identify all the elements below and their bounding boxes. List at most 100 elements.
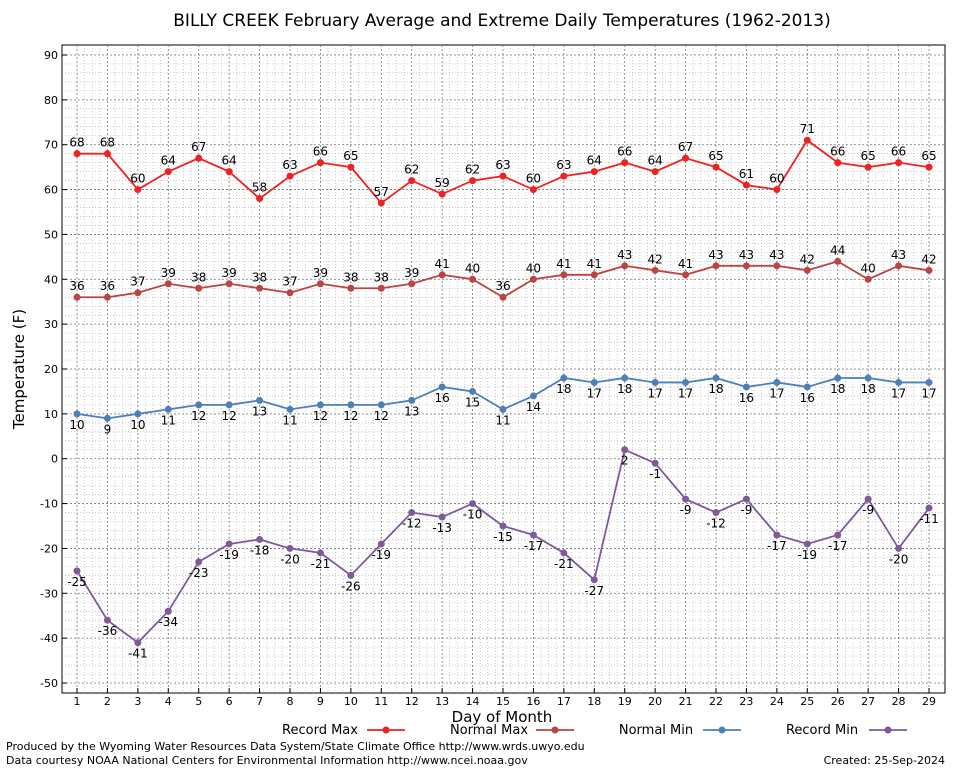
data-label: -1 bbox=[649, 467, 661, 481]
data-label: -23 bbox=[189, 566, 209, 580]
data-label: -9 bbox=[680, 503, 692, 517]
data-label: 63 bbox=[495, 158, 510, 172]
data-label: 65 bbox=[921, 149, 936, 163]
data-point bbox=[803, 136, 811, 144]
data-label: -19 bbox=[797, 548, 817, 562]
legend-swatch-marker bbox=[551, 726, 559, 734]
data-label: 41 bbox=[678, 257, 693, 271]
data-label: 63 bbox=[556, 158, 571, 172]
data-label: 65 bbox=[343, 149, 358, 163]
data-label: 44 bbox=[830, 243, 845, 257]
x-tick-label: 9 bbox=[317, 695, 324, 708]
data-label: 16 bbox=[435, 391, 450, 405]
data-label: 43 bbox=[769, 248, 784, 262]
data-point bbox=[408, 509, 416, 517]
data-label: 38 bbox=[252, 270, 267, 284]
data-point bbox=[560, 549, 568, 557]
x-tick-label: 13 bbox=[435, 695, 449, 708]
data-point bbox=[438, 190, 446, 198]
data-point bbox=[103, 616, 111, 624]
data-point bbox=[529, 275, 537, 283]
data-point bbox=[773, 262, 781, 270]
x-tick-label: 21 bbox=[679, 695, 693, 708]
data-label: 2 bbox=[621, 454, 629, 468]
data-label: -21 bbox=[311, 557, 331, 571]
data-point bbox=[73, 150, 81, 158]
data-label: 38 bbox=[191, 270, 206, 284]
data-point bbox=[286, 172, 294, 180]
data-label: 17 bbox=[587, 386, 602, 400]
x-tick-label: 16 bbox=[526, 695, 540, 708]
x-tick-label: 3 bbox=[134, 695, 141, 708]
data-label: 57 bbox=[374, 185, 389, 199]
y-tick-label: 90 bbox=[44, 49, 58, 62]
data-label: 67 bbox=[191, 140, 206, 154]
y-tick-label: 0 bbox=[51, 453, 58, 466]
data-point bbox=[164, 168, 172, 176]
data-point bbox=[438, 383, 446, 391]
data-point bbox=[895, 544, 903, 552]
data-point bbox=[864, 163, 872, 171]
x-tick-label: 11 bbox=[374, 695, 388, 708]
data-point bbox=[256, 195, 264, 203]
x-tick-label: 2 bbox=[104, 695, 111, 708]
data-point bbox=[925, 266, 933, 274]
data-label: 18 bbox=[830, 382, 845, 396]
data-point bbox=[925, 163, 933, 171]
data-point bbox=[590, 271, 598, 279]
data-point bbox=[469, 500, 477, 508]
x-tick-label: 4 bbox=[165, 695, 172, 708]
data-label: -18 bbox=[250, 543, 270, 557]
x-tick-label: 18 bbox=[587, 695, 601, 708]
data-label: -20 bbox=[280, 552, 300, 566]
data-point bbox=[712, 163, 720, 171]
data-label: -9 bbox=[862, 503, 874, 517]
x-tick-label: 19 bbox=[618, 695, 632, 708]
data-label: 66 bbox=[891, 145, 906, 159]
data-label: 10 bbox=[130, 418, 145, 432]
data-point bbox=[742, 495, 750, 503]
data-point bbox=[651, 266, 659, 274]
data-label: 66 bbox=[830, 145, 845, 159]
footer-data-courtesy: Data courtesy NOAA National Centers for … bbox=[6, 754, 528, 767]
legend-swatch-marker bbox=[718, 726, 726, 734]
data-label: 68 bbox=[69, 136, 84, 150]
data-point bbox=[895, 378, 903, 386]
y-tick-label: 10 bbox=[44, 408, 58, 421]
data-label: -19 bbox=[371, 548, 391, 562]
data-point bbox=[499, 405, 507, 413]
data-label: 18 bbox=[556, 382, 571, 396]
x-tick-label: 8 bbox=[287, 695, 294, 708]
y-tick-label: 40 bbox=[44, 273, 58, 286]
data-point bbox=[742, 181, 750, 189]
y-tick-label: 80 bbox=[44, 94, 58, 107]
data-label: -12 bbox=[402, 517, 422, 531]
legend-label: Record Min bbox=[786, 723, 858, 738]
data-point bbox=[408, 280, 416, 288]
data-point bbox=[925, 504, 933, 512]
legend-label: Normal Min bbox=[619, 723, 693, 738]
y-tick-label: -40 bbox=[40, 632, 58, 645]
data-label: 43 bbox=[708, 248, 723, 262]
data-label: 39 bbox=[404, 266, 419, 280]
data-label: 64 bbox=[222, 154, 237, 168]
data-label: 11 bbox=[495, 413, 510, 427]
data-label: -10 bbox=[463, 508, 483, 522]
data-point bbox=[377, 401, 385, 409]
footer-created: Created: 25-Sep-2024 bbox=[824, 754, 945, 767]
data-label: 37 bbox=[282, 275, 297, 289]
data-label: 14 bbox=[526, 400, 541, 414]
x-tick-label: 15 bbox=[496, 695, 510, 708]
data-label: 36 bbox=[69, 279, 84, 293]
data-point bbox=[316, 401, 324, 409]
data-point bbox=[864, 275, 872, 283]
data-point bbox=[834, 531, 842, 539]
y-tick-label: 30 bbox=[44, 318, 58, 331]
data-label: 36 bbox=[100, 279, 115, 293]
data-point bbox=[529, 531, 537, 539]
data-point bbox=[256, 535, 264, 543]
data-point bbox=[529, 392, 537, 400]
data-point bbox=[560, 172, 568, 180]
data-point bbox=[164, 405, 172, 413]
